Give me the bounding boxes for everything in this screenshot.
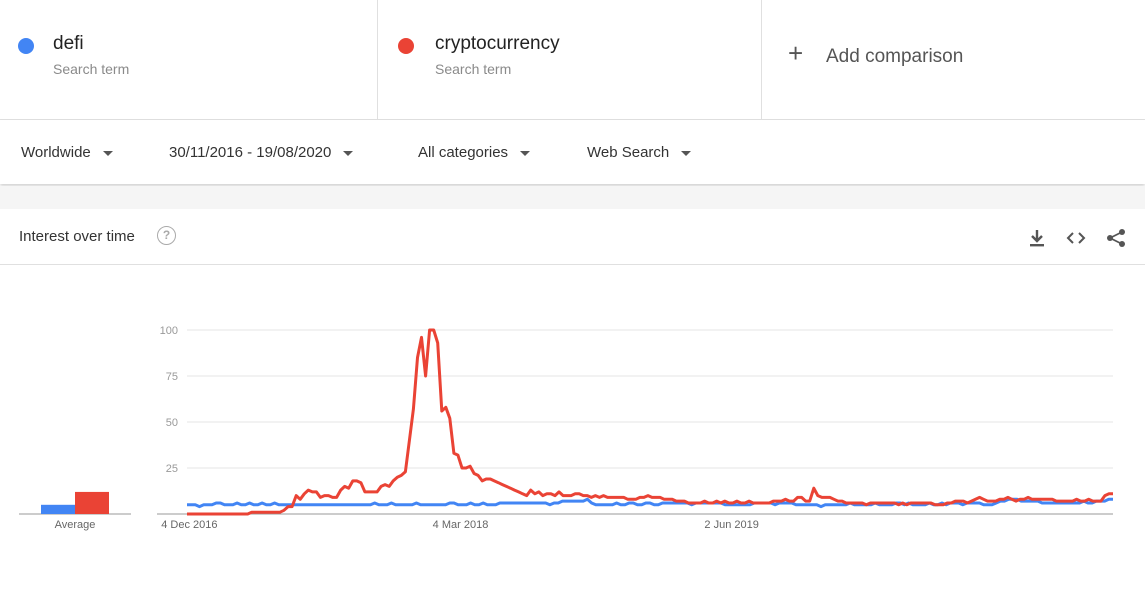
term-name: defi	[53, 33, 84, 54]
term-card-defi[interactable]: defi Search term	[0, 0, 378, 119]
average-bar-cryptocurrency	[75, 491, 109, 514]
search-terms-bar: defi Search term cryptocurrency Search t…	[0, 0, 1145, 120]
y-tick-label: 50	[166, 417, 178, 429]
add-comparison-button[interactable]: + Add comparison	[762, 0, 1145, 119]
series-line-defi	[187, 497, 1113, 509]
embed-icon[interactable]	[1065, 227, 1087, 249]
date-range-label: 30/11/2016 - 19/08/2020	[169, 144, 332, 161]
term-color-dot-defi	[18, 38, 34, 54]
search-type-label: Web Search	[587, 144, 670, 161]
y-tick-label: 100	[160, 325, 178, 337]
card-header: Interest over time ?	[0, 209, 1145, 265]
caret-down-icon	[520, 150, 531, 156]
plus-icon: +	[788, 38, 804, 68]
date-range-dropdown[interactable]: 30/11/2016 - 19/08/2020	[169, 144, 354, 161]
category-dropdown[interactable]: All categories	[418, 144, 531, 161]
x-tick-label: 2 Jun 2019	[704, 519, 758, 531]
category-label: All categories	[418, 144, 509, 161]
share-icon[interactable]	[1105, 227, 1127, 249]
y-tick-label: 75	[166, 371, 178, 383]
filter-bar: Worldwide 30/11/2016 - 19/08/2020 All ca…	[0, 120, 1145, 184]
region-label: Worldwide	[21, 144, 91, 161]
term-card-cryptocurrency[interactable]: cryptocurrency Search term	[378, 0, 762, 119]
interest-over-time-chart: 25 50 75 100 4 Dec 2016 4 Mar 2018 2 Jun 2019 A…	[19, 325, 1113, 531]
y-tick-label: 25	[166, 463, 178, 475]
average-label: Average	[55, 519, 96, 531]
term-color-dot-cryptocurrency	[398, 38, 414, 54]
series-line-cryptocurrency	[187, 328, 1113, 516]
search-type-dropdown[interactable]: Web Search	[587, 144, 692, 161]
term-name: cryptocurrency	[435, 33, 560, 54]
help-icon[interactable]: ?	[157, 226, 176, 245]
caret-down-icon	[343, 150, 354, 156]
average-bar-defi	[41, 504, 75, 514]
term-type-label: Search term	[53, 61, 130, 77]
download-icon[interactable]	[1026, 227, 1048, 249]
term-type-label: Search term	[435, 61, 512, 77]
caret-down-icon	[102, 150, 113, 156]
section-gap	[0, 186, 1145, 209]
card-title: Interest over time	[19, 228, 135, 245]
region-dropdown[interactable]: Worldwide	[21, 144, 113, 161]
x-tick-label: 4 Mar 2018	[433, 519, 489, 531]
add-comparison-label: Add comparison	[826, 46, 964, 67]
caret-down-icon	[681, 150, 692, 156]
x-tick-label: 4 Dec 2016	[161, 519, 217, 531]
